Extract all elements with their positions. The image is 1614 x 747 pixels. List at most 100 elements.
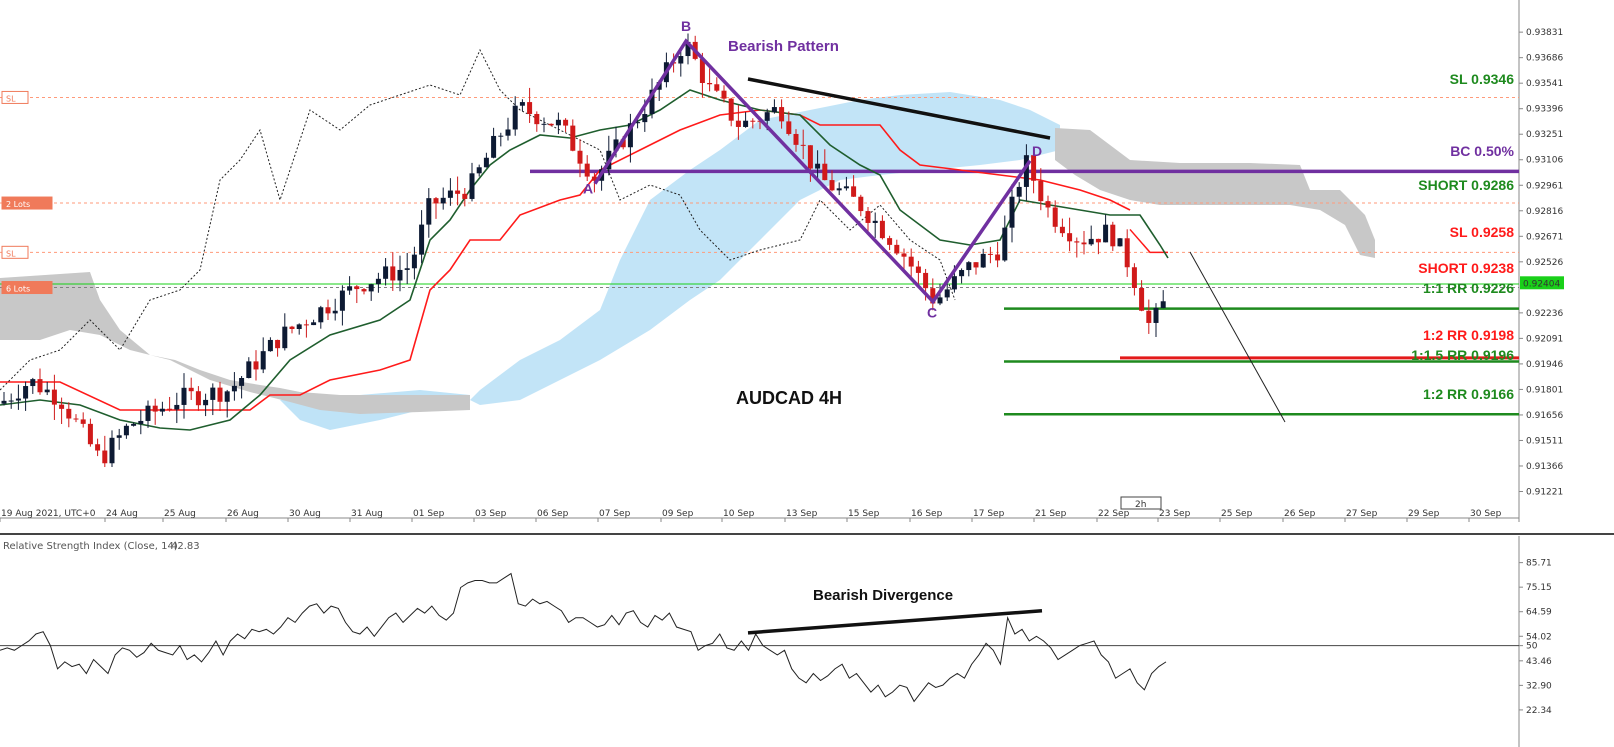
bear-candle [188, 387, 194, 392]
period-marker-box [1120, 496, 1162, 510]
bull-candle [159, 408, 165, 412]
bear-candle [66, 408, 72, 419]
time-tick-label: 16 Sep [911, 509, 943, 519]
bull-candle [613, 139, 619, 151]
bull-candle [476, 167, 482, 174]
rsi-title: Relative Strength Index (Close, 14) [3, 541, 178, 552]
bull-candle [239, 378, 245, 386]
price-tick-label: 0.93831 [1526, 28, 1563, 38]
bull-candle [383, 266, 389, 279]
level-label: 1:2 RR 0.9166 [1423, 386, 1514, 402]
rsi-last-value: 42.83 [171, 541, 200, 552]
bear-candle [915, 266, 921, 273]
order-tag-label: SL [6, 249, 16, 258]
bear-candle [699, 58, 705, 83]
bull-candle [181, 387, 187, 405]
bear-candle [95, 444, 101, 451]
bull-candle [311, 322, 317, 326]
time-tick-label: 07 Sep [599, 509, 631, 519]
price-tick-label: 0.93541 [1526, 79, 1563, 89]
time-tick-label: 15 Sep [848, 509, 880, 519]
level-label: SHORT 0.9238 [1418, 260, 1514, 276]
time-tick-label: 25 Sep [1221, 509, 1253, 519]
bull-candle [138, 420, 144, 424]
bull-candle [951, 276, 957, 290]
bull-candle [491, 135, 497, 158]
time-tick-label: 03 Sep [475, 509, 507, 519]
bull-candle [411, 254, 417, 269]
time-tick-label: 21 Sep [1035, 509, 1067, 519]
bear-candle [807, 145, 813, 169]
level-label: SL 0.9258 [1450, 224, 1515, 240]
bear-candle [1038, 180, 1044, 202]
bear-candle [930, 288, 936, 304]
bull-candle [123, 425, 129, 436]
order-tag[interactable] [1, 281, 53, 295]
bull-candle [332, 310, 338, 314]
bull-candle [505, 129, 511, 136]
bear-candle [1067, 233, 1073, 242]
candlesticks [1, 33, 1166, 468]
rsi-tick-label: 32.90 [1526, 681, 1552, 691]
bearish-cloud [1055, 128, 1375, 258]
time-tick-label: 13 Sep [786, 509, 818, 519]
bull-candle [541, 123, 547, 125]
bull-candle [30, 379, 36, 387]
bear-candle [152, 405, 158, 412]
bear-candle [822, 163, 828, 181]
price-tick-label: 0.92961 [1526, 181, 1563, 191]
bear-candle [1095, 238, 1101, 243]
bear-candle [721, 90, 727, 99]
bear-candle [570, 125, 576, 151]
bull-candle [959, 270, 965, 277]
price-tick-label: 0.91801 [1526, 385, 1563, 395]
bull-candle [397, 269, 403, 281]
bear-candle [865, 211, 871, 223]
price-tick-label: 0.91511 [1526, 436, 1563, 446]
order-tag[interactable] [1, 196, 53, 210]
bear-candle [901, 253, 907, 257]
price-tick-label: 0.91221 [1526, 488, 1563, 498]
kijun-sen-line [0, 109, 1131, 411]
time-tick-label: 01 Sep [413, 509, 445, 519]
current-price-label: 0.92404 [1523, 279, 1560, 289]
bear-candle [563, 119, 569, 126]
order-tag-label: 2 Lots [6, 200, 30, 209]
bear-candle [1074, 241, 1080, 243]
bear-candle [707, 82, 713, 85]
order-tag-label: SL [6, 94, 16, 103]
time-tick-label: 27 Sep [1346, 509, 1378, 519]
bull-candle [555, 119, 561, 126]
bull-candle [966, 262, 972, 271]
order-tag[interactable] [1, 90, 29, 104]
pattern-point-b: B [681, 18, 691, 34]
bull-candle [23, 386, 29, 399]
bear-candle [1031, 155, 1037, 181]
bull-candle [267, 339, 273, 352]
bear-candle [1081, 242, 1087, 245]
bear-candle [167, 408, 173, 410]
rsi-line [0, 572, 1167, 703]
time-tick-label: 06 Sep [537, 509, 569, 519]
bear-candle [894, 244, 900, 254]
bear-candle [1110, 224, 1116, 247]
bear-candle [923, 272, 929, 289]
bull-candle [246, 361, 252, 379]
axes: 0.93831 0.93686 0.93541 0.93396 0.93251 0.931… [0, 28, 1564, 522]
bear-candle [87, 423, 93, 445]
bull-candle [347, 286, 353, 291]
bear-candle [534, 113, 540, 125]
level-label: 1:2 RR 0.9198 [1423, 327, 1514, 343]
order-tag[interactable] [1, 245, 29, 259]
time-tick-label: 26 Aug [227, 509, 259, 519]
bull-candle [260, 351, 266, 370]
harmonic-pattern: A B C D [583, 18, 1042, 320]
bear-candle [1052, 207, 1058, 227]
bear-candle [584, 163, 590, 177]
rsi-tick-label: 64.59 [1526, 608, 1552, 618]
bull-candle [224, 391, 230, 402]
bear-candle [829, 180, 835, 191]
